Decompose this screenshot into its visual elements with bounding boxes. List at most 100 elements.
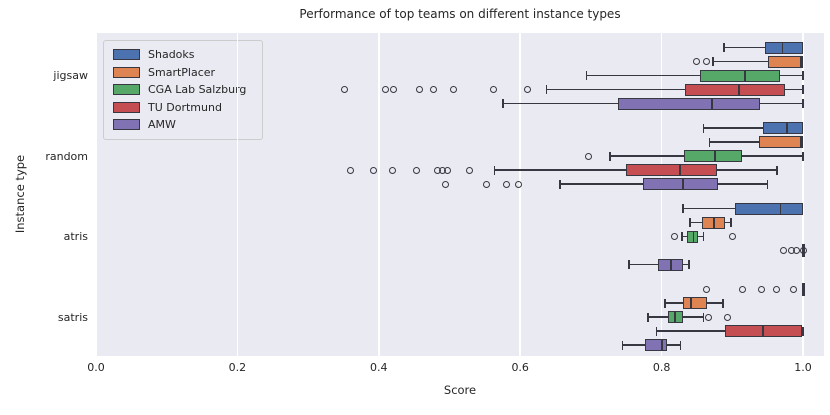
- whisker-line: [503, 102, 618, 105]
- whisker-line: [759, 102, 803, 105]
- whisker-line: [713, 60, 768, 63]
- median-line: [737, 83, 740, 96]
- outlier-point: [483, 180, 491, 188]
- chart-title: Performance of top teams on different in…: [299, 7, 621, 21]
- whisker-cap: [802, 71, 804, 80]
- outlier-point: [502, 180, 510, 188]
- boxplot-box: [643, 178, 719, 190]
- outlier-point: [429, 86, 437, 93]
- whisker-cap: [682, 204, 684, 213]
- outlier-point: [789, 285, 797, 293]
- whisker-cap: [689, 218, 691, 227]
- boxplot-box: [684, 150, 743, 162]
- outlier-point: [489, 86, 497, 93]
- legend-label: AMW: [148, 118, 176, 132]
- whisker-cap: [702, 312, 705, 322]
- outlier-point: [369, 166, 377, 174]
- median-line: [786, 122, 788, 134]
- outlier-point: [773, 285, 781, 293]
- median-line: [670, 258, 672, 271]
- whisker-cap: [585, 71, 588, 80]
- y-tick-label: atris: [63, 230, 88, 243]
- outlier-point: [413, 166, 421, 174]
- boxplot-box: [735, 202, 803, 215]
- whisker-line: [656, 330, 726, 332]
- legend-color-swatch: [113, 101, 140, 113]
- y-tick-label: random: [45, 149, 88, 163]
- plot-area: Shadoks SmartPlacer CGA Lab Salzburg TU Dor…: [95, 33, 824, 356]
- legend-color-swatch: [113, 49, 140, 61]
- outlier-point: [670, 233, 678, 240]
- whisker-cap: [621, 340, 624, 350]
- whisker-cap: [545, 85, 548, 94]
- whisker-line: [697, 235, 704, 238]
- boxplot-box: [684, 83, 786, 96]
- gridline: [236, 33, 239, 356]
- boxplot-box: [762, 122, 803, 134]
- legend: Shadoks SmartPlacer CGA Lab Salzburg TU Dor…: [103, 40, 263, 140]
- outlier-point: [584, 152, 592, 160]
- legend-item-cga-lab-salzburg: CGA Lab Salzburg: [104, 81, 262, 99]
- boxplot-box: [682, 297, 707, 309]
- whisker-line: [682, 263, 690, 266]
- whisker-line: [546, 88, 685, 91]
- outlier-point: [416, 86, 424, 93]
- x-tick-label: 0.6: [511, 361, 529, 374]
- y-tick-label: jigsaw: [53, 69, 88, 82]
- whisker-cap: [628, 260, 630, 269]
- outlier-point: [692, 58, 700, 65]
- x-tick-label: 0.2: [228, 361, 247, 374]
- outlier-point: [382, 86, 390, 93]
- outlier-point: [341, 86, 349, 93]
- median-line: [692, 230, 695, 243]
- legend-label: CGA Lab Salzburg: [148, 83, 247, 97]
- whisker-line: [785, 88, 803, 91]
- whisker-cap: [712, 57, 714, 66]
- outlier-point: [728, 233, 736, 240]
- whisker-cap: [502, 99, 504, 108]
- whisker-cap: [723, 43, 725, 52]
- whisker-line: [742, 155, 803, 157]
- whisker-line: [706, 302, 724, 304]
- whisker-cap: [493, 165, 496, 175]
- outlier-point: [723, 313, 731, 321]
- whisker-cap: [722, 298, 724, 308]
- outlier-point: [739, 285, 747, 293]
- median-line: [781, 41, 784, 54]
- boxplot-box: [626, 164, 717, 176]
- median-line: [800, 55, 802, 68]
- median-line: [713, 150, 716, 162]
- whisker-cap: [647, 312, 649, 322]
- whisker-line: [559, 183, 644, 185]
- whisker-cap: [688, 260, 690, 269]
- outlier-point: [465, 166, 473, 174]
- legend-label: Shadoks: [148, 48, 195, 62]
- median-line: [660, 339, 663, 351]
- outlier-point: [705, 313, 713, 321]
- legend-item-shadoks: Shadoks: [104, 46, 262, 64]
- whisker-cap: [802, 326, 804, 336]
- whisker-line: [667, 344, 681, 346]
- whisker-cap: [776, 165, 778, 175]
- whisker-cap: [664, 298, 666, 308]
- whisker-cap: [708, 137, 711, 147]
- outlier-point: [779, 247, 787, 254]
- whisker-cap: [702, 123, 705, 133]
- whisker-line: [716, 169, 777, 171]
- median-line: [761, 325, 764, 337]
- legend-item-amw: AMW: [104, 116, 262, 134]
- gridline: [519, 33, 521, 356]
- whisker-cap: [609, 151, 611, 161]
- outlier-point: [390, 86, 398, 93]
- outlier-point: [758, 285, 766, 293]
- whisker-cap: [730, 218, 732, 227]
- collapsed-box: [801, 282, 805, 296]
- median-line: [689, 297, 692, 309]
- legend-label: SmartPlacer: [148, 65, 216, 79]
- x-tick-label: 0.4: [370, 361, 388, 374]
- whisker-cap: [802, 151, 804, 161]
- boxplot-box: [687, 230, 698, 243]
- outlier-point: [514, 180, 522, 188]
- median-line: [674, 311, 676, 323]
- boxplot-box: [759, 136, 803, 148]
